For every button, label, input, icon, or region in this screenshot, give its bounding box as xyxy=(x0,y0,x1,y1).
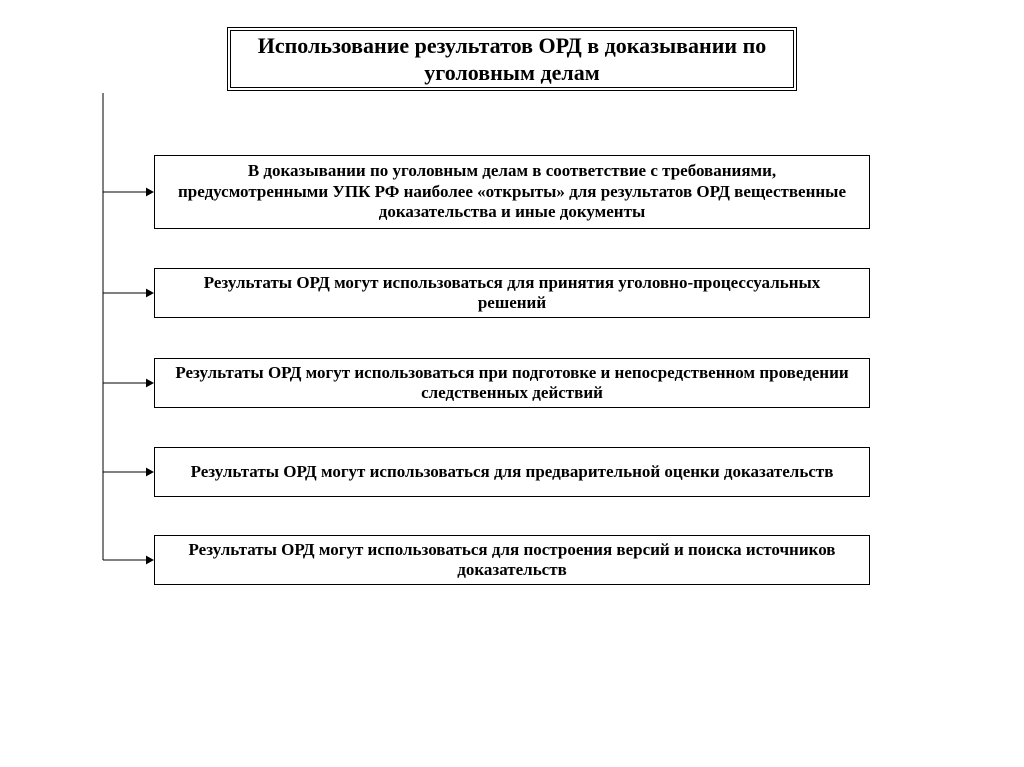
item-box-1: Результаты ОРД могут использоваться для … xyxy=(154,268,870,318)
item-box-2: Результаты ОРД могут использоваться при … xyxy=(154,358,870,408)
item-box-0: В доказывании по уголовным делам в соотв… xyxy=(154,155,870,229)
diagram-title-text: Использование результатов ОРД в доказыва… xyxy=(251,32,773,87)
item-text-3: Результаты ОРД могут использоваться для … xyxy=(191,462,834,482)
item-box-4: Результаты ОРД могут использоваться для … xyxy=(154,535,870,585)
item-text-1: Результаты ОРД могут использоваться для … xyxy=(173,273,851,314)
item-box-3: Результаты ОРД могут использоваться для … xyxy=(154,447,870,497)
connector-lines xyxy=(0,0,164,605)
item-text-2: Результаты ОРД могут использоваться при … xyxy=(173,363,851,404)
item-text-0: В доказывании по уголовным делам в соотв… xyxy=(173,161,851,222)
diagram-title-box: Использование результатов ОРД в доказыва… xyxy=(227,27,797,91)
item-text-4: Результаты ОРД могут использоваться для … xyxy=(173,540,851,581)
